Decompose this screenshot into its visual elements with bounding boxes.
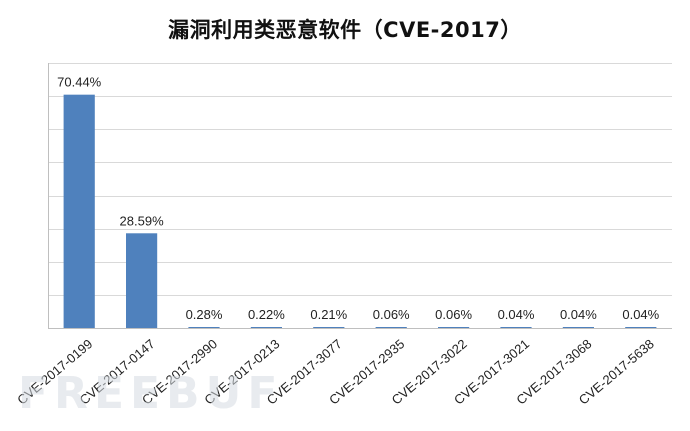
data-label: 0.22% xyxy=(248,307,285,322)
data-label: 70.44% xyxy=(57,75,102,90)
data-label: 0.04% xyxy=(622,307,659,322)
bar xyxy=(250,327,282,328)
data-label: 0.28% xyxy=(186,307,223,322)
bar xyxy=(625,327,657,328)
bar xyxy=(500,327,532,328)
data-label: 0.21% xyxy=(310,307,347,322)
bar xyxy=(188,327,220,328)
bar xyxy=(375,327,407,328)
data-label: 28.59% xyxy=(120,213,165,228)
data-label: 0.04% xyxy=(498,307,535,322)
data-label: 0.04% xyxy=(560,307,597,322)
data-labels: 70.44% 28.59% 0.28% 0.22% 0.21% 0.06% 0.06% 0.0… xyxy=(57,75,660,322)
bar xyxy=(313,327,345,328)
bar xyxy=(562,327,594,328)
bar xyxy=(63,94,95,328)
bar xyxy=(438,327,470,328)
bar xyxy=(126,233,158,328)
chart-title: 漏洞利用类恶意软件（CVE-2017） xyxy=(168,18,522,42)
data-label: 0.06% xyxy=(435,307,472,322)
data-label: 0.06% xyxy=(373,307,410,322)
gridlines xyxy=(48,63,672,329)
bars xyxy=(63,94,657,328)
watermark-logo: FREEBUF xyxy=(18,368,284,419)
